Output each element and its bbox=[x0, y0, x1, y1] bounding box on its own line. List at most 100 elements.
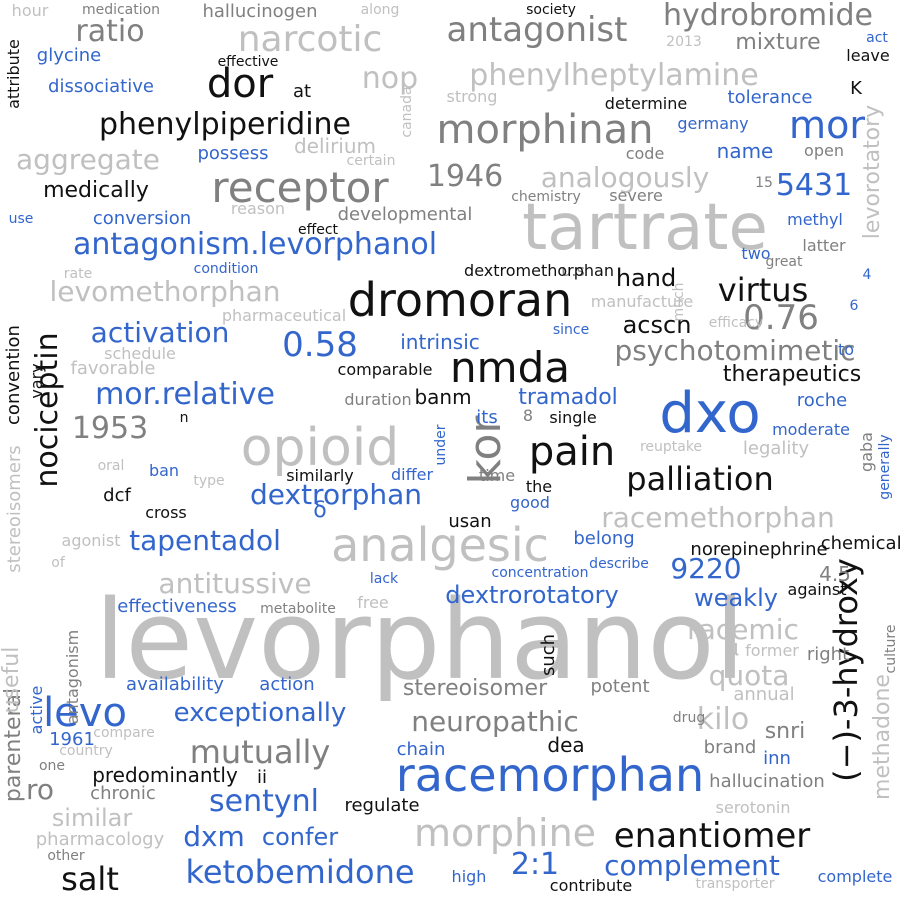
word-nociceptin: nociceptin bbox=[30, 332, 65, 488]
word-mor-relative: mor.relative bbox=[95, 377, 275, 412]
word-hallucinogen: hallucinogen bbox=[202, 1, 318, 22]
word-serotonin: serotonin bbox=[715, 798, 791, 817]
word-manufacture: manufacture bbox=[590, 292, 694, 311]
word-two: two bbox=[741, 244, 771, 263]
word-oral: oral bbox=[97, 458, 125, 474]
word-reason: reason bbox=[230, 199, 286, 218]
word-chemistry: chemistry bbox=[511, 189, 581, 205]
word-concentration: concentration bbox=[491, 565, 589, 581]
word-snri: snri bbox=[764, 719, 806, 744]
word-its: its bbox=[476, 407, 498, 428]
word-convention: convention bbox=[3, 325, 24, 425]
word-antagonism-levorphanol: antagonism.levorphanol bbox=[72, 227, 438, 262]
word-tapentadol: tapentadol bbox=[129, 524, 281, 557]
word-confer: confer bbox=[261, 823, 339, 851]
word-transporter: transporter bbox=[695, 876, 775, 892]
word-usan: usan bbox=[448, 511, 492, 532]
word-former: former bbox=[745, 641, 799, 660]
word-banm: banm bbox=[414, 385, 472, 409]
word-effective: effective bbox=[217, 54, 279, 70]
word-schedule: schedule bbox=[104, 344, 176, 363]
word-1946: 1946 bbox=[426, 159, 504, 194]
word-quota: quota bbox=[708, 659, 790, 692]
word-levorphanol: levorphanol bbox=[94, 576, 746, 704]
word-similarly: similarly bbox=[286, 466, 354, 485]
word-kilo: kilo bbox=[696, 702, 750, 737]
word-certain: certain bbox=[346, 153, 396, 169]
word-1961: 1961 bbox=[49, 729, 95, 750]
word-latter: latter bbox=[802, 236, 846, 255]
word-active: active bbox=[27, 685, 46, 735]
word-code: code bbox=[625, 144, 665, 163]
word-mor: mor bbox=[789, 103, 865, 147]
word-hydrobromide: hydrobromide bbox=[663, 0, 873, 33]
word-methyl: methyl bbox=[787, 210, 843, 229]
word-pain: pain bbox=[528, 429, 616, 475]
word-methadone: methadone bbox=[870, 674, 895, 800]
word-severe: severe bbox=[609, 186, 663, 205]
word-similar: similar bbox=[51, 804, 133, 832]
word-morphine: morphine bbox=[413, 811, 597, 855]
word-n: n bbox=[179, 410, 189, 426]
word-0-76: 0.76 bbox=[743, 298, 819, 338]
word-0-58: 0.58 bbox=[282, 325, 358, 365]
word-name: name bbox=[716, 139, 774, 163]
word-duration: duration bbox=[344, 390, 412, 409]
word-medication: medication bbox=[81, 2, 161, 18]
word-levomethorphan: levomethorphan bbox=[49, 275, 281, 308]
word-conversion: conversion bbox=[92, 208, 192, 229]
word-useful: useful bbox=[0, 646, 24, 714]
word-dextrorotatory: dextrorotatory bbox=[445, 581, 619, 609]
word-efficacy: efficacy bbox=[708, 315, 764, 331]
word-virtus: virtus bbox=[717, 271, 809, 309]
word-ro: ro bbox=[25, 773, 55, 806]
word-mixture: mixture bbox=[735, 30, 821, 55]
word-symbol: μ bbox=[725, 636, 739, 661]
word-pharmacology: pharmacology bbox=[35, 829, 165, 850]
word-morphinan: morphinan bbox=[436, 107, 654, 153]
word-strong: strong bbox=[446, 87, 498, 106]
word-9220: 9220 bbox=[670, 552, 742, 585]
word-ketobemidone: ketobemidone bbox=[185, 853, 415, 891]
word-15: 15 bbox=[755, 175, 773, 191]
word-stereoisomers: stereoisomers bbox=[4, 445, 25, 573]
word-of: of bbox=[51, 555, 65, 571]
word-opioid: opioid bbox=[240, 418, 400, 478]
word-weakly: weakly bbox=[694, 584, 778, 612]
word-ratio: ratio bbox=[75, 14, 145, 49]
word-effectiveness: effectiveness bbox=[117, 596, 237, 617]
word-pharmaceutical: pharmaceutical bbox=[221, 306, 347, 325]
word-lack: lack bbox=[369, 571, 399, 587]
word-1953: 1953 bbox=[71, 411, 149, 446]
word-single: single bbox=[549, 408, 597, 427]
word-chain: chain bbox=[396, 739, 446, 760]
word-phenylheptylamine: phenylheptylamine bbox=[469, 58, 759, 93]
word-roche: roche bbox=[796, 390, 848, 411]
word-regulate: regulate bbox=[344, 795, 420, 816]
word-germany: germany bbox=[677, 114, 749, 133]
word-right: right bbox=[806, 644, 850, 665]
word-phenylpiperidine: phenylpiperidine bbox=[98, 107, 352, 142]
word-at: at bbox=[292, 81, 312, 102]
word-good: good bbox=[510, 493, 550, 512]
word-potent: potent bbox=[590, 676, 650, 697]
word-developmental: developmental bbox=[337, 204, 473, 225]
word-chronic: chronic bbox=[90, 783, 156, 804]
word-since: since bbox=[552, 322, 590, 338]
word-stereoisomer: stereoisomer bbox=[402, 676, 548, 701]
word-salt: salt bbox=[61, 860, 119, 898]
word-dextromethorphan: dextromethorphan bbox=[464, 261, 614, 280]
word-dextrorphan: dextrorphan bbox=[249, 478, 423, 511]
word-to: to bbox=[837, 340, 855, 359]
word-vary: vary bbox=[27, 363, 46, 399]
word-hand: hand bbox=[615, 264, 677, 292]
word-moderate: moderate bbox=[772, 420, 850, 439]
word-intrinsic: intrinsic bbox=[400, 330, 480, 354]
word-antagonism: antagonism bbox=[63, 629, 82, 725]
word-nmda: nmda bbox=[450, 343, 570, 392]
word-comparable: comparable bbox=[337, 360, 433, 379]
word-such: such bbox=[538, 633, 559, 677]
word-high: high bbox=[451, 867, 487, 886]
word-aggregate: aggregate bbox=[16, 143, 160, 176]
word-legality: legality bbox=[742, 438, 810, 459]
